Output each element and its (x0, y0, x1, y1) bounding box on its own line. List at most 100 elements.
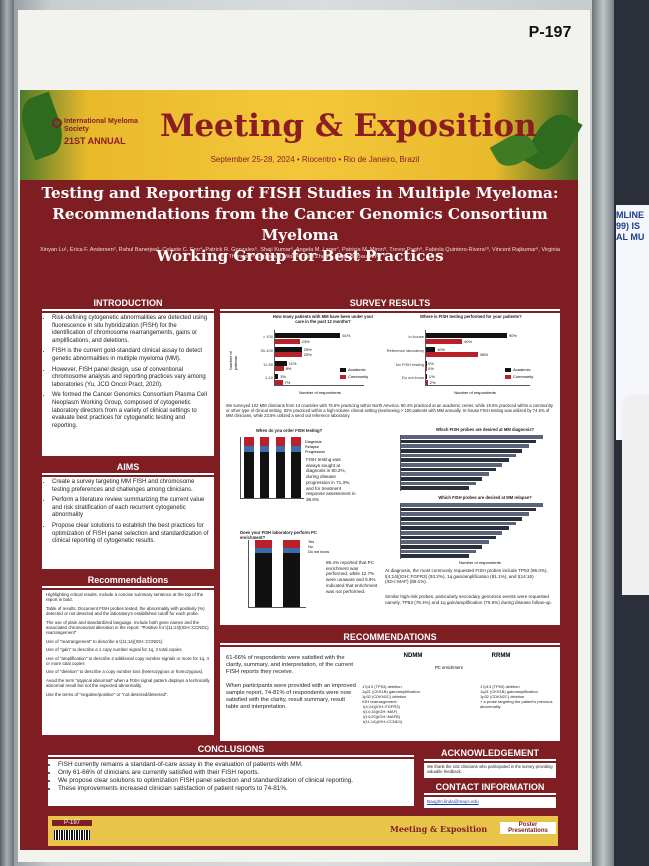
contact-email[interactable]: Baughn.linda@mayo.edu (424, 797, 556, 808)
intro-bullet: However, FISH panel design, use of conve… (52, 367, 210, 390)
left-pole (0, 0, 14, 866)
aims-bullet: Propose clear solutions to establish the… (52, 523, 210, 546)
stacked-bar-segment (291, 437, 301, 447)
probe-bar (401, 521, 516, 526)
aims-bullet: Create a survey targeting MM FISH and ch… (52, 479, 210, 494)
bar-category-label: > 100 (262, 334, 273, 339)
board-number: P-197 (528, 24, 572, 41)
rec-line: Use of "rearrangement" to describe a t(1… (46, 638, 163, 644)
bar-category-label: Do not know (401, 375, 424, 381)
rec-line: The use of plain and standardized langua… (46, 619, 209, 636)
bar-value-label: 7% (284, 379, 291, 385)
footer-logo: Meeting & Exposition (390, 824, 488, 834)
legend-community: Community (513, 374, 534, 379)
aims-bullet: Perform a literature review summarizing … (52, 497, 210, 520)
bar-category-label: 50-100 (260, 347, 273, 353)
stacked-bar-segment (244, 446, 254, 453)
conclusions-panel: FISH currently remains a standard-of-car… (48, 759, 414, 806)
q3-plot (240, 437, 304, 499)
title-line: Working Group for Best Practices (156, 247, 444, 265)
stacked-bar-segment (254, 548, 272, 554)
q4-legend-item: Yes (308, 540, 315, 544)
bar-community (275, 338, 300, 344)
bar-value-label: 0% (428, 366, 434, 371)
bar-community (426, 338, 462, 344)
probe-bar (401, 545, 483, 549)
recommendation-bullet: 61-66% of respondents were satisfied wit… (226, 655, 354, 676)
bar-community (275, 379, 283, 385)
rrmm-label: RRMM (491, 653, 511, 659)
q5-title: Which FISH probes are desired at MM diag… (435, 427, 535, 432)
bar-category-label: 11-50 (263, 361, 273, 367)
bar-category-label: No FISH testing (395, 361, 424, 367)
stacked-bar-segment (283, 548, 301, 554)
bar-value-label: 40% (464, 338, 473, 344)
right-pole (592, 0, 614, 866)
bar-value-label: 8% (285, 366, 292, 371)
aims-panel: Create a survey targeting MM FISH and ch… (42, 477, 214, 569)
bar-academic (426, 374, 427, 380)
rec-line: Highlighting critical results. Include a… (46, 592, 204, 603)
probe-bar (401, 472, 489, 476)
stacked-bar-segment (291, 452, 301, 498)
legend-community: Community (348, 374, 369, 379)
ndmm-probe-list: 17p13 (TP53) deletion 1q21 (CKS1B) gain/… (362, 684, 420, 724)
probe-bar (401, 453, 516, 458)
rec-line: Use of "gain" to describe a 1 copy numbe… (46, 647, 183, 653)
bar-community (426, 379, 428, 385)
legend-swatch-community (505, 375, 511, 379)
bar-value-label: 11% (288, 360, 297, 366)
bar-academic (275, 374, 279, 380)
stacked-bar-segment (254, 540, 272, 549)
bar-value-label: 10% (437, 346, 446, 352)
rec-line: Use the terms of "negative/positive" or … (46, 691, 169, 697)
q3-text: FISH testing was always sought at diagno… (306, 457, 356, 502)
rec-line: Use of "amplification" to describe 2 add… (46, 655, 209, 667)
stacked-bar-segment (244, 437, 254, 447)
probe-bar (401, 549, 476, 554)
probe-text: At diagnosis, the most commonly requeste… (385, 568, 548, 585)
q1-title: How many patients with MM have been unde… (272, 314, 374, 325)
pc-label: PC enrichment (435, 665, 463, 670)
probe-bar (401, 535, 496, 540)
q6-title: Which FISH probes are desired at MM rela… (438, 495, 532, 500)
bar-value-label: 23% (301, 338, 310, 344)
bar-value-label: 2% (429, 379, 436, 385)
probe-bar (401, 444, 530, 448)
legend-swatch-academic (340, 368, 346, 372)
conclusion-bullet: These improvements increased clinician s… (58, 785, 410, 793)
stacked-bar-segment (275, 437, 286, 447)
rec-line: Table of results. Document FISH probes t… (46, 605, 205, 617)
stacked-bar-segment (291, 446, 301, 453)
stacked-bar-segment (283, 553, 301, 607)
bar-category-label: Reference laboratory (386, 347, 424, 353)
rrmm-probe-list: 17p13 (TP53) deletion 1q21 (CKS1B) gain/… (480, 684, 553, 709)
ndmm-label: NDMM (403, 653, 423, 659)
q3-legend: Diagnosis Relapse Progression (305, 440, 345, 455)
banner-annual: 21ST ANNUAL (64, 136, 126, 146)
recommendation-bullet: When participants were provided with an … (226, 682, 356, 711)
bar-value-label: 61% (342, 333, 351, 338)
bar-academic (426, 360, 427, 366)
banner-dates: September 25-28, 2024 • Riocentro • Rio … (210, 155, 420, 164)
introduction-header: INTRODUCTION (42, 298, 214, 311)
probe-bar (401, 512, 530, 516)
probe-bar (401, 449, 523, 453)
stacked-bar-segment (259, 437, 270, 447)
stacked-bar-segment (259, 452, 270, 498)
legend-swatch-academic (505, 368, 511, 372)
rec-line: Use of "deletion" to describe a copy num… (46, 669, 204, 675)
probe-bar (401, 517, 523, 521)
probe-bar (401, 486, 469, 490)
probe-bar (401, 439, 536, 444)
bar-community (426, 352, 479, 358)
q1-xlabel: Number of respondents (299, 390, 341, 395)
banner-title: Meeting & Exposition (160, 108, 537, 144)
title-line: Testing and Reporting of FISH Studies in… (41, 184, 559, 202)
poster-title: Testing and Reporting of FISH Studies in… (40, 183, 560, 267)
stacked-bar-segment (275, 446, 286, 453)
q5-plot (400, 435, 550, 491)
probe-bar (401, 540, 489, 544)
legend-academic: Academic (513, 367, 531, 372)
banner (20, 90, 578, 180)
